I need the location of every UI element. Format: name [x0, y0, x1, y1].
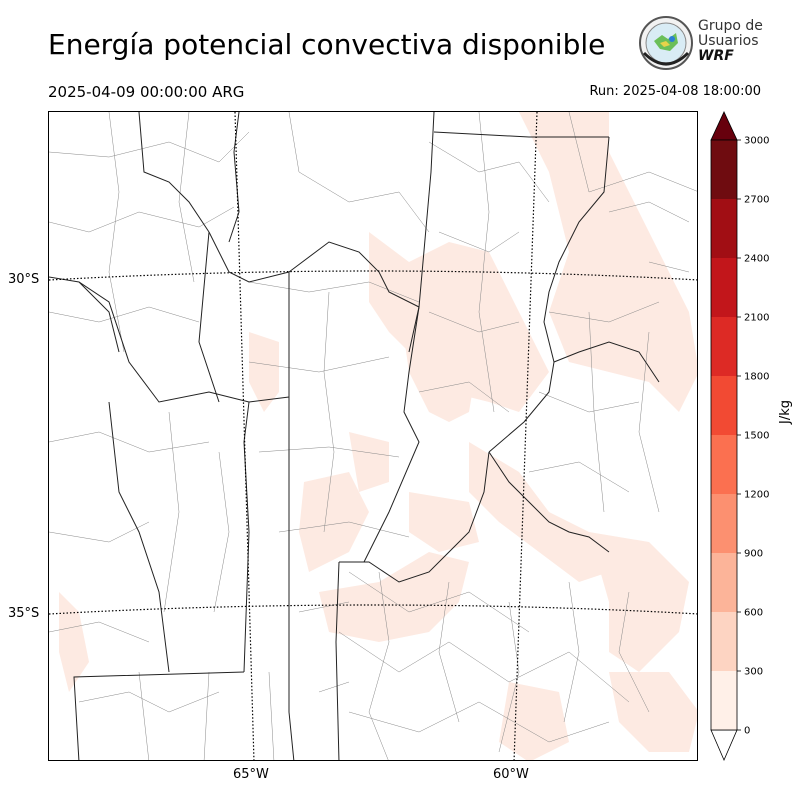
lon-label-65w: 65°W — [233, 767, 269, 782]
colorbar-tick-label: 2100 — [744, 313, 769, 324]
valid-time: 2025-04-09 00:00:00 ARG — [48, 83, 245, 101]
colorbar-svg: 0 300 600 900 1200 1500 1800 2100 2400 2700 3000 — [710, 111, 769, 762]
lon-label-60w: 60°W — [493, 767, 529, 782]
colorbar-unit: J/kg — [778, 400, 793, 424]
logo-line-2: Usuarios — [698, 33, 759, 49]
colorbar-tick-label: 600 — [744, 608, 763, 619]
colorbar-tick-label: 3000 — [744, 136, 769, 147]
colorbar-tick-label: 2400 — [744, 254, 769, 265]
colorbar: 0 300 600 900 1200 1500 1800 2100 2400 2700 3000 — [708, 110, 788, 762]
colorbar-segment — [711, 317, 737, 376]
colorbar-tick-label: 300 — [744, 667, 763, 678]
colorbar-tick-label: 1500 — [744, 431, 769, 442]
colorbar-segment — [711, 435, 737, 494]
wrf-globe-icon — [639, 16, 693, 70]
colorbar-tick-label: 2700 — [744, 195, 769, 206]
colorbar-tick-label: 900 — [744, 549, 763, 560]
logo-line-1: Grupo de — [698, 18, 763, 34]
map-canvas — [49, 112, 697, 760]
wrf-logo: Grupo de Usuarios WRF — [638, 15, 763, 75]
logo-line-3: WRF — [698, 48, 734, 64]
colorbar-segment — [711, 612, 737, 671]
colorbar-tick-label: 0 — [744, 726, 750, 737]
cape-map — [48, 111, 698, 761]
lat-label-35s: 35°S — [8, 606, 40, 621]
lat-label-30s: 30°S — [8, 272, 40, 287]
cape-shading — [59, 112, 697, 760]
graticule — [49, 112, 697, 760]
colorbar-segment — [711, 140, 737, 199]
colorbar-segment — [711, 258, 737, 317]
colorbar-tick-label: 1800 — [744, 372, 769, 383]
colorbar-segment — [711, 553, 737, 612]
colorbar-segment — [711, 494, 737, 553]
colorbar-segment — [711, 199, 737, 258]
map-title: Energía potencial convectiva disponible — [48, 28, 606, 61]
colorbar-extend-max — [710, 111, 738, 141]
colorbar-extend-min — [710, 729, 738, 762]
colorbar-segment — [711, 376, 737, 435]
colorbar-tick-label: 1200 — [744, 490, 769, 501]
run-time: Run: 2025-04-08 18:00:00 — [589, 84, 761, 99]
colorbar-segment — [711, 671, 737, 730]
